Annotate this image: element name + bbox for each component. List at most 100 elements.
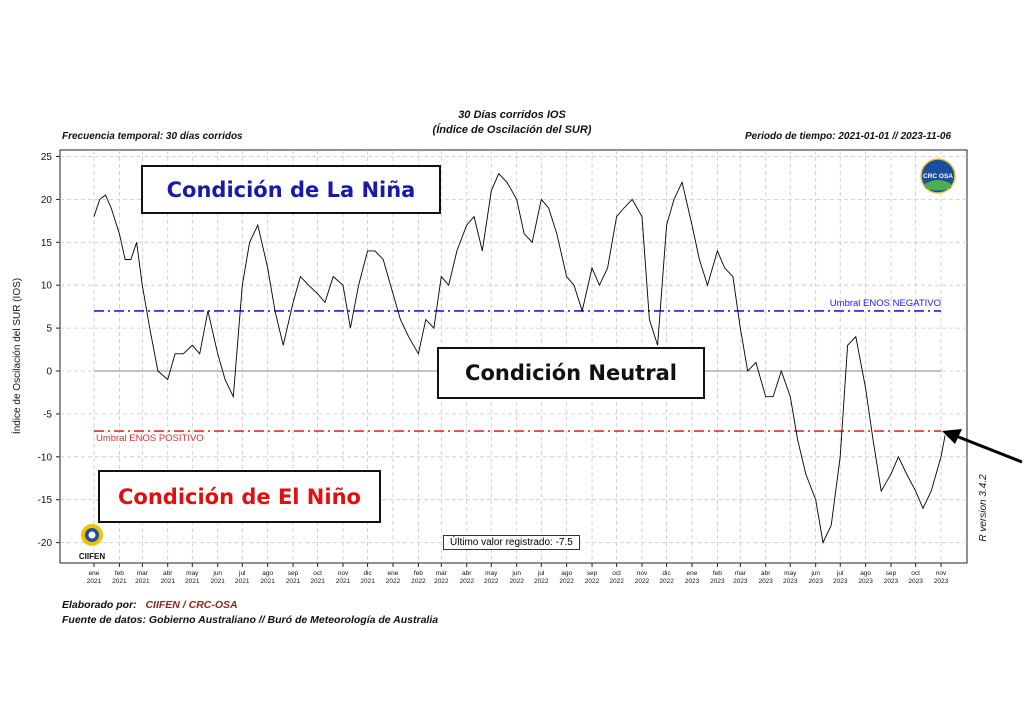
ciifen-logo: CIIFEN <box>79 524 105 561</box>
x-tick-month: dic <box>363 570 372 577</box>
y-tick-label: 0 <box>46 367 52 378</box>
x-tick-year: 2023 <box>733 578 748 585</box>
x-tick-month: ago <box>860 570 871 577</box>
el-nino-condition-box: Condición de El Niño <box>98 470 381 523</box>
y-tick-label: -15 <box>38 495 53 506</box>
data-source: Fuente de datos: Gobierno Australiano //… <box>62 614 439 626</box>
x-tick-month: ago <box>262 570 273 577</box>
chart-subtitle: (Índice de Oscilación del SUR) <box>432 124 592 136</box>
x-tick-year: 2023 <box>833 578 848 585</box>
y-tick-label: 15 <box>41 238 53 249</box>
positive-threshold-label: Umbral ENOS POSITIVO <box>96 433 204 444</box>
x-tick-year: 2021 <box>185 578 200 585</box>
x-tick-year: 2023 <box>808 578 823 585</box>
x-tick-year: 2022 <box>609 578 624 585</box>
la-nina-condition-box: Condición de La Niña <box>141 165 441 214</box>
x-tick-year: 2022 <box>386 578 401 585</box>
x-tick-month: jul <box>238 570 246 577</box>
prepared-by-org: CIIFEN / CRC-OSA <box>145 599 238 611</box>
crc-osa-logo: CRC OSA <box>920 158 956 194</box>
x-tick-year: 2021 <box>260 578 275 585</box>
x-tick-month: feb <box>414 570 423 577</box>
x-tick-month: nov <box>637 570 648 577</box>
x-tick-month: feb <box>713 570 722 577</box>
x-tick-year: 2022 <box>411 578 426 585</box>
x-tick-year: 2021 <box>87 578 102 585</box>
x-tick-year: 2023 <box>908 578 923 585</box>
y-tick-label: 20 <box>41 195 53 206</box>
x-tick-year: 2022 <box>659 578 674 585</box>
x-tick-year: 2023 <box>884 578 899 585</box>
x-tick-year: 2022 <box>434 578 449 585</box>
x-tick-month: sep <box>587 570 598 577</box>
svg-text:CRC OSA: CRC OSA <box>923 173 953 180</box>
x-tick-month: jul <box>836 570 844 577</box>
x-tick-year: 2021 <box>336 578 351 585</box>
x-tick-month: ene <box>388 570 399 577</box>
x-tick-year: 2021 <box>135 578 150 585</box>
plot-frame <box>59 149 968 564</box>
x-tick-month: abr <box>462 570 472 577</box>
x-tick-year: 2021 <box>210 578 225 585</box>
y-tick-label: 25 <box>41 152 53 163</box>
prepared-by: Elaborado por: CIIFEN / CRC-OSA <box>62 599 238 611</box>
x-tick-year: 2023 <box>710 578 725 585</box>
x-tick-year: 2022 <box>585 578 600 585</box>
negative-threshold-label: Umbral ENOS NEGATIVO <box>830 298 941 309</box>
y-tick-label: 10 <box>41 281 53 292</box>
neutral-condition-box: Condición Neutral <box>437 347 705 399</box>
x-tick-month: nov <box>936 570 947 577</box>
x-tick-year: 2021 <box>360 578 375 585</box>
x-tick-month: ago <box>561 570 572 577</box>
x-tick-month: ene <box>687 570 698 577</box>
x-tick-month: abr <box>761 570 771 577</box>
x-tick-year: 2023 <box>934 578 949 585</box>
y-tick-label: 5 <box>46 324 52 335</box>
x-tick-month: ene <box>89 570 100 577</box>
x-tick-year: 2021 <box>160 578 175 585</box>
period-label: Periodo de tiempo: 2021-01-01 // 2023-11… <box>745 131 952 142</box>
chart-title: 30 Días corridos IOS <box>458 109 566 121</box>
x-tick-month: may <box>186 570 199 577</box>
x-tick-year: 2022 <box>459 578 474 585</box>
x-tick-year: 2022 <box>559 578 574 585</box>
y-axis-label: Índice de Oscilación del SUR (IOS) <box>10 278 23 434</box>
x-tick-year: 2021 <box>310 578 325 585</box>
x-tick-year: 2021 <box>286 578 301 585</box>
x-tick-year: 2021 <box>112 578 127 585</box>
x-tick-month: mar <box>735 570 747 577</box>
y-tick-label: -20 <box>38 538 53 549</box>
x-tick-month: jun <box>511 570 521 577</box>
x-tick-year: 2023 <box>758 578 773 585</box>
x-tick-year: 2021 <box>235 578 250 585</box>
x-tick-month: jun <box>810 570 820 577</box>
x-tick-month: jun <box>212 570 222 577</box>
x-tick-month: sep <box>288 570 299 577</box>
x-tick-year: 2023 <box>783 578 798 585</box>
x-tick-month: oct <box>313 570 322 577</box>
x-tick-month: mar <box>137 570 149 577</box>
x-tick-year: 2023 <box>858 578 873 585</box>
x-tick-month: may <box>485 570 498 577</box>
x-tick-month: sep <box>886 570 897 577</box>
x-tick-month: abr <box>163 570 173 577</box>
x-tick-month: dic <box>662 570 671 577</box>
x-tick-year: 2023 <box>685 578 700 585</box>
last-value-box: Último valor registrado: -7.5 <box>443 535 580 550</box>
x-tick-month: jul <box>537 570 545 577</box>
x-tick-year: 2022 <box>635 578 650 585</box>
y-tick-label: -5 <box>43 409 52 420</box>
x-tick-month: nov <box>338 570 349 577</box>
x-tick-year: 2022 <box>509 578 524 585</box>
soi-series-line <box>93 172 946 545</box>
frequency-label: Frecuencia temporal: 30 días corridos <box>62 131 243 142</box>
latest-value-arrow <box>942 429 1023 464</box>
svg-text:CIIFEN: CIIFEN <box>79 552 105 561</box>
x-tick-year: 2022 <box>484 578 499 585</box>
x-tick-year: 2022 <box>534 578 549 585</box>
y-tick-label: -10 <box>38 452 53 463</box>
x-tick-month: may <box>784 570 797 577</box>
x-tick-month: oct <box>612 570 621 577</box>
prepared-by-label: Elaborado por: <box>62 599 137 611</box>
x-tick-month: feb <box>115 570 124 577</box>
